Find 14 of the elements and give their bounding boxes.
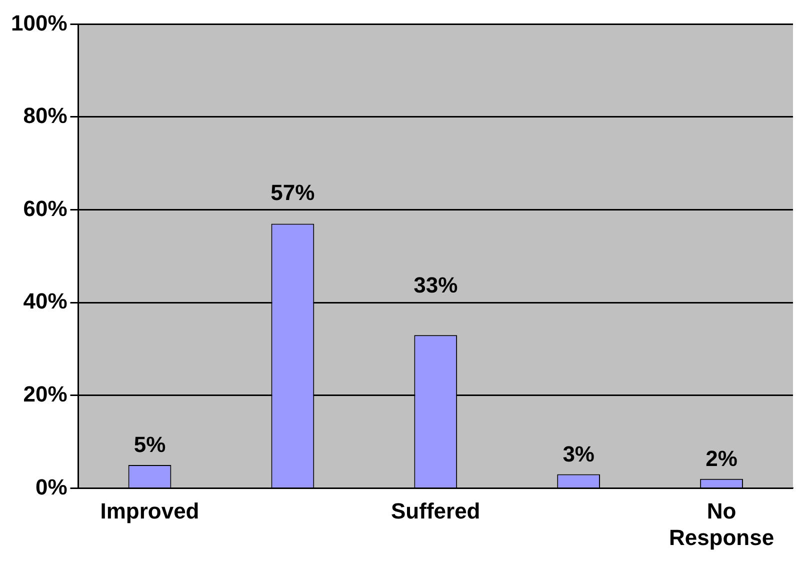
x-tick-label: No Response bbox=[668, 498, 774, 550]
data-label: 57% bbox=[270, 180, 315, 205]
y-tick-label: 100% bbox=[10, 10, 68, 36]
x-tick-label: Improved bbox=[100, 498, 200, 524]
y-tick-label: 20% bbox=[23, 381, 68, 406]
y-tick-label: 60% bbox=[23, 196, 68, 221]
data-label: 5% bbox=[134, 432, 166, 458]
x-tick-label: Suffered bbox=[391, 498, 480, 524]
data-label: 3% bbox=[562, 441, 594, 466]
data-label: 33% bbox=[414, 272, 458, 298]
data-label: 2% bbox=[706, 446, 738, 471]
y-tick-label: 80% bbox=[23, 103, 68, 128]
y-tick-label: 0% bbox=[35, 474, 68, 500]
y-tick-label: 40% bbox=[23, 288, 68, 314]
